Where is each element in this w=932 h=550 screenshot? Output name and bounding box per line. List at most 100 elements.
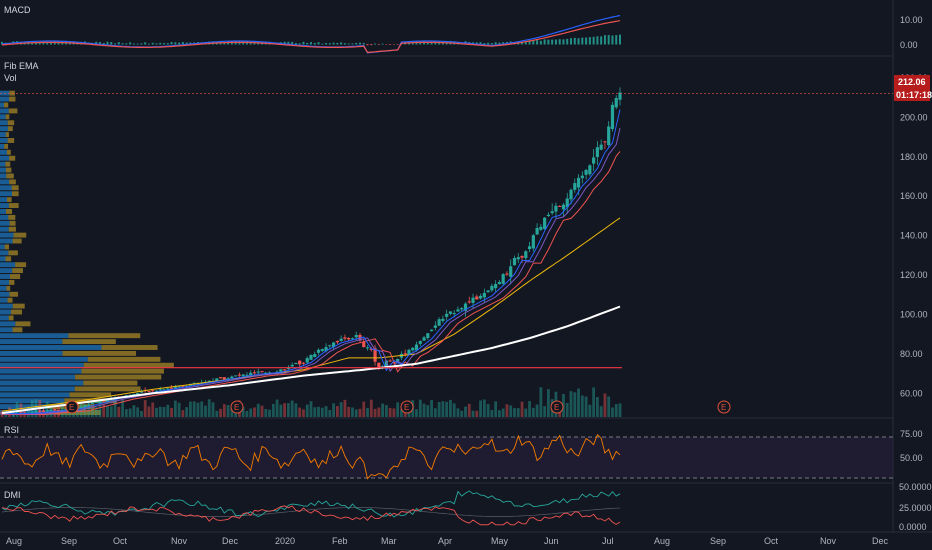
rsi-band — [0, 437, 893, 478]
volume-bar — [222, 404, 226, 417]
profile-bar-buy — [0, 262, 16, 268]
x-label: May — [491, 536, 509, 546]
profile-bar-sell — [5, 167, 12, 173]
candle-body — [592, 157, 596, 164]
volume-bar — [249, 408, 253, 417]
dmi-label[interactable]: DMI — [4, 490, 21, 500]
profile-bar-buy — [0, 345, 102, 350]
x-label: Apr — [438, 536, 452, 546]
candle-body — [158, 389, 162, 391]
earnings-markers[interactable]: E E E E E — [65, 400, 731, 414]
volume-bar — [102, 403, 106, 417]
volume-bar — [117, 406, 121, 417]
macd-histogram-bar — [340, 42, 343, 45]
macd-histogram-bar — [166, 43, 169, 45]
candle-body — [94, 402, 98, 404]
candle-body — [429, 329, 434, 332]
fib-ema-label[interactable]: Fib EMA — [4, 61, 39, 71]
macd-histogram-bar — [539, 40, 542, 45]
earnings-icon[interactable] — [230, 400, 244, 414]
last-price-text: 212.06 — [898, 77, 926, 87]
profile-bar-buy — [0, 356, 88, 362]
profile-bar-buy — [0, 138, 8, 143]
profile-bar-sell — [8, 214, 16, 220]
candle-body — [418, 341, 422, 344]
x-label: Nov — [171, 536, 188, 546]
macd-histogram-bar — [155, 43, 158, 45]
macd-label[interactable]: MACD — [4, 5, 31, 15]
volume-bar — [565, 402, 569, 417]
macd-tick-10: 10.00 — [900, 15, 923, 25]
volume-bar — [467, 403, 471, 417]
profile-bar-sell — [10, 309, 23, 315]
volume-bar — [603, 393, 607, 417]
profile-bar-buy — [0, 185, 12, 191]
candle-body — [407, 349, 411, 355]
volume-bar — [539, 387, 543, 417]
candle-body — [215, 378, 219, 382]
profile-bar-sell — [9, 220, 16, 226]
macd-histogram-bar — [592, 36, 595, 45]
profile-bar-sell — [8, 250, 18, 256]
macd-histogram-bar — [117, 42, 120, 45]
volume-bar — [384, 405, 388, 417]
candle-body — [98, 400, 102, 403]
profile-bar-sell — [12, 268, 23, 274]
profile-bar-buy — [0, 321, 16, 327]
minus-di-line — [1, 505, 621, 526]
rsi-label[interactable]: RSI — [4, 425, 20, 435]
candle-body — [102, 400, 106, 402]
macd-histogram-bar — [358, 42, 361, 45]
volume-bar — [513, 408, 516, 417]
macd-histogram-bar — [585, 37, 588, 45]
earnings-icon[interactable] — [717, 400, 731, 414]
candle-body — [520, 256, 524, 258]
vol-label[interactable]: Vol — [4, 73, 17, 83]
volume-bar — [498, 410, 501, 417]
time-axis[interactable]: Aug Sep Oct Nov Dec 2020 Feb Mar Apr May… — [6, 536, 889, 546]
earnings-icon[interactable] — [65, 400, 79, 414]
earnings-icon[interactable] — [550, 400, 564, 414]
profile-bar-sell — [5, 208, 13, 214]
earnings-label: E — [69, 403, 74, 412]
profile-bar-sell — [6, 285, 11, 291]
price-tick: 100.00 — [900, 309, 928, 319]
volume-bar — [343, 399, 347, 417]
macd-histogram-bar — [532, 40, 535, 45]
candle-body — [87, 404, 91, 406]
volume-bar — [45, 401, 49, 417]
macd-histogram-bar — [321, 43, 324, 45]
profile-bar-buy — [0, 279, 10, 285]
price-tick: 180.00 — [900, 152, 928, 162]
macd-signal-line — [1, 20, 621, 54]
volume-bar — [245, 410, 249, 417]
earnings-icon[interactable] — [400, 400, 414, 414]
profile-bar-sell — [69, 392, 112, 398]
candle-body — [494, 284, 498, 289]
candle-body — [298, 360, 302, 365]
macd-histogram-bar — [287, 41, 290, 45]
macd-histogram-bar — [483, 43, 486, 45]
profile-bar-sell — [15, 262, 27, 268]
candle-body — [222, 377, 226, 380]
macd-histogram-bar — [351, 43, 354, 45]
macd-histogram-bar — [487, 42, 490, 45]
macd-histogram-bar — [343, 43, 346, 45]
volume-bar — [366, 407, 369, 417]
profile-bar-buy — [0, 214, 9, 220]
last-price-badge — [894, 75, 930, 88]
profile-bar-sell — [9, 96, 16, 102]
profile-bar-sell — [75, 374, 162, 380]
macd-histogram-bar — [144, 42, 147, 45]
candle-body — [456, 309, 460, 312]
candle-body — [362, 341, 366, 348]
profile-bar-buy — [0, 327, 13, 333]
macd-histogram-bar — [370, 44, 373, 46]
profile-bar-buy — [0, 350, 63, 356]
profile-bar-buy — [0, 102, 4, 108]
volume-bar — [204, 405, 207, 417]
volume-bar — [400, 409, 403, 417]
profile-bar-buy — [0, 303, 13, 309]
candle-body — [576, 177, 581, 188]
